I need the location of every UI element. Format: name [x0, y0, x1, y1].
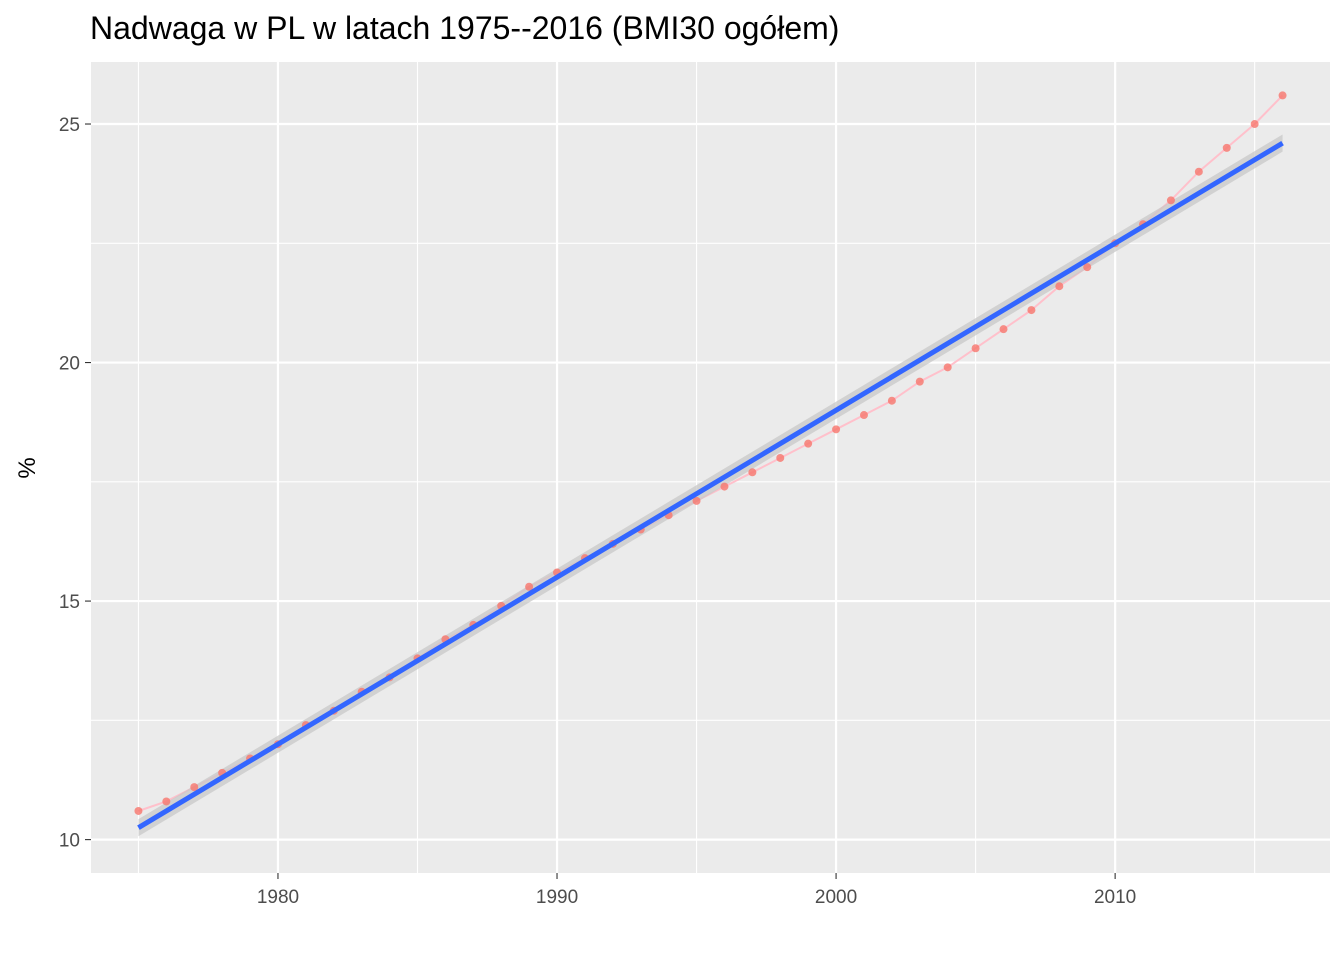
trend-line	[137, 140, 1284, 830]
y-tick-label: 15	[59, 592, 80, 613]
data-point	[804, 439, 813, 448]
data-point	[1083, 263, 1092, 272]
data-point	[720, 482, 729, 491]
data-point	[1194, 167, 1203, 176]
data-point	[887, 396, 896, 405]
data-point	[162, 797, 171, 806]
data-point	[525, 582, 534, 591]
x-tick-label: 1990	[536, 887, 578, 908]
y-tick-label: 25	[59, 115, 80, 136]
chart-title: Nadwaga w PL w latach 1975--2016 (BMI30 …	[90, 10, 840, 46]
data-point	[1250, 120, 1259, 129]
data-point	[1222, 143, 1231, 152]
data-point	[943, 363, 952, 372]
data-point	[915, 377, 924, 386]
data-point	[134, 806, 143, 815]
data-point	[1278, 91, 1287, 100]
data-point	[1166, 196, 1175, 205]
y-tick-label: 20	[59, 354, 80, 375]
x-tick-label: 2010	[1094, 887, 1136, 908]
data-point	[971, 344, 980, 353]
data-point	[859, 411, 868, 420]
data-point	[832, 425, 841, 434]
data-point	[190, 783, 199, 792]
x-tick-label: 1980	[257, 887, 299, 908]
data-point	[999, 325, 1008, 334]
data-point	[748, 468, 757, 477]
data-point	[1027, 306, 1036, 315]
data-point	[776, 453, 785, 462]
y-tick-label: 10	[59, 831, 80, 852]
x-tick-label: 2000	[815, 887, 857, 908]
data-point	[1055, 282, 1064, 291]
data-point	[692, 496, 701, 505]
